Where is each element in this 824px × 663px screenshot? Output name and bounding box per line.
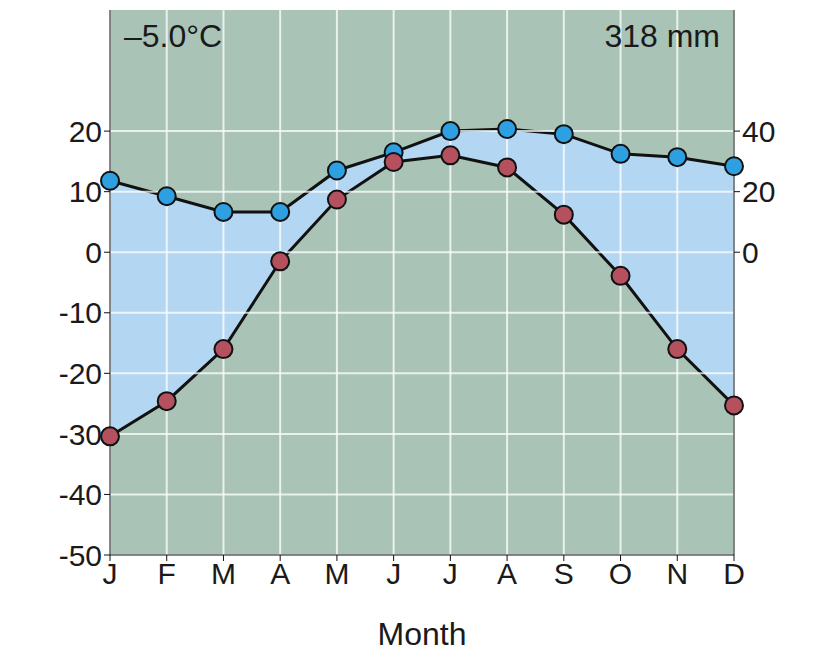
svg-text:M: M xyxy=(211,557,236,590)
svg-text:N: N xyxy=(666,557,688,590)
svg-text:M: M xyxy=(324,557,349,590)
svg-text:J: J xyxy=(103,557,118,590)
svg-text:F: F xyxy=(158,557,176,590)
svg-text:J: J xyxy=(443,557,458,590)
svg-text:D: D xyxy=(723,557,745,590)
svg-text:Month: Month xyxy=(378,616,467,652)
html-text:–5.0°C: –5.0°C xyxy=(124,18,223,54)
svg-text:J: J xyxy=(386,557,401,590)
svg-text:-10: -10 xyxy=(59,296,102,329)
html-text:318 mm: 318 mm xyxy=(604,18,720,54)
svg-text:20: 20 xyxy=(742,175,775,208)
svg-text:A: A xyxy=(497,557,517,590)
svg-text:-50: -50 xyxy=(59,539,102,572)
svg-text:10: 10 xyxy=(69,175,102,208)
svg-text:O: O xyxy=(609,557,632,590)
svg-text:40: 40 xyxy=(742,115,775,148)
svg-text:-20: -20 xyxy=(59,357,102,390)
svg-text:A: A xyxy=(270,557,290,590)
svg-text:20: 20 xyxy=(69,115,102,148)
svg-text:-30: -30 xyxy=(59,418,102,451)
svg-text:0: 0 xyxy=(742,236,759,269)
svg-text:-40: -40 xyxy=(59,478,102,511)
svg-text:S: S xyxy=(554,557,574,590)
svg-text:0: 0 xyxy=(85,236,102,269)
